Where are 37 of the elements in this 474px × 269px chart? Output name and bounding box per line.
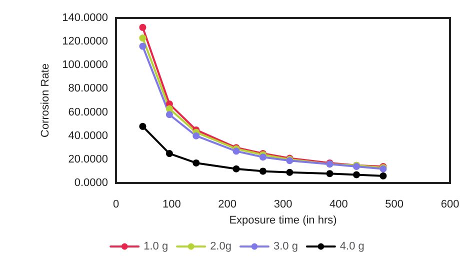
point bbox=[192, 159, 200, 166]
y-tick-label: 20.0000 bbox=[68, 153, 108, 166]
y-tick-label: 60.0000 bbox=[68, 106, 108, 118]
x-tick-label: 0 bbox=[112, 198, 120, 210]
y-tick-label: 0.0000 bbox=[74, 177, 108, 189]
x-tick-label: 200 bbox=[218, 198, 237, 210]
point bbox=[139, 34, 146, 42]
point bbox=[139, 42, 146, 50]
y-tick-label: 120.0000 bbox=[62, 36, 108, 48]
point bbox=[232, 165, 240, 172]
legend-label: 2.0g bbox=[210, 240, 232, 252]
x-axis-title: Exposure time (in hrs) bbox=[229, 214, 337, 226]
legend-label: 1.0 g bbox=[144, 240, 168, 252]
point bbox=[380, 172, 387, 180]
point bbox=[352, 171, 360, 178]
point bbox=[232, 148, 240, 155]
x-tick-label: 300 bbox=[274, 198, 292, 210]
point bbox=[139, 122, 146, 130]
point bbox=[139, 24, 146, 31]
y-axis-title: Corrosion Rate bbox=[40, 64, 52, 138]
x-tick-label: 400 bbox=[329, 198, 348, 210]
legend-label: 3.0 g bbox=[273, 240, 298, 252]
point bbox=[166, 150, 173, 158]
point bbox=[166, 111, 173, 118]
y-tick-label: 80.0000 bbox=[68, 82, 108, 95]
y-tick-label: 40.0000 bbox=[68, 130, 108, 142]
y-tick-label: 140.0000 bbox=[62, 12, 108, 24]
x-tick-label: 100 bbox=[162, 198, 181, 210]
point bbox=[326, 170, 334, 178]
point bbox=[259, 154, 266, 161]
x-tick-label: 600 bbox=[440, 198, 460, 210]
legend-label: 4.0 g bbox=[340, 240, 364, 252]
x-tick-label: 500 bbox=[385, 198, 404, 210]
point bbox=[286, 168, 294, 176]
point bbox=[192, 132, 200, 140]
y-tick-label: 100.0000 bbox=[62, 59, 108, 72]
point bbox=[259, 168, 266, 175]
